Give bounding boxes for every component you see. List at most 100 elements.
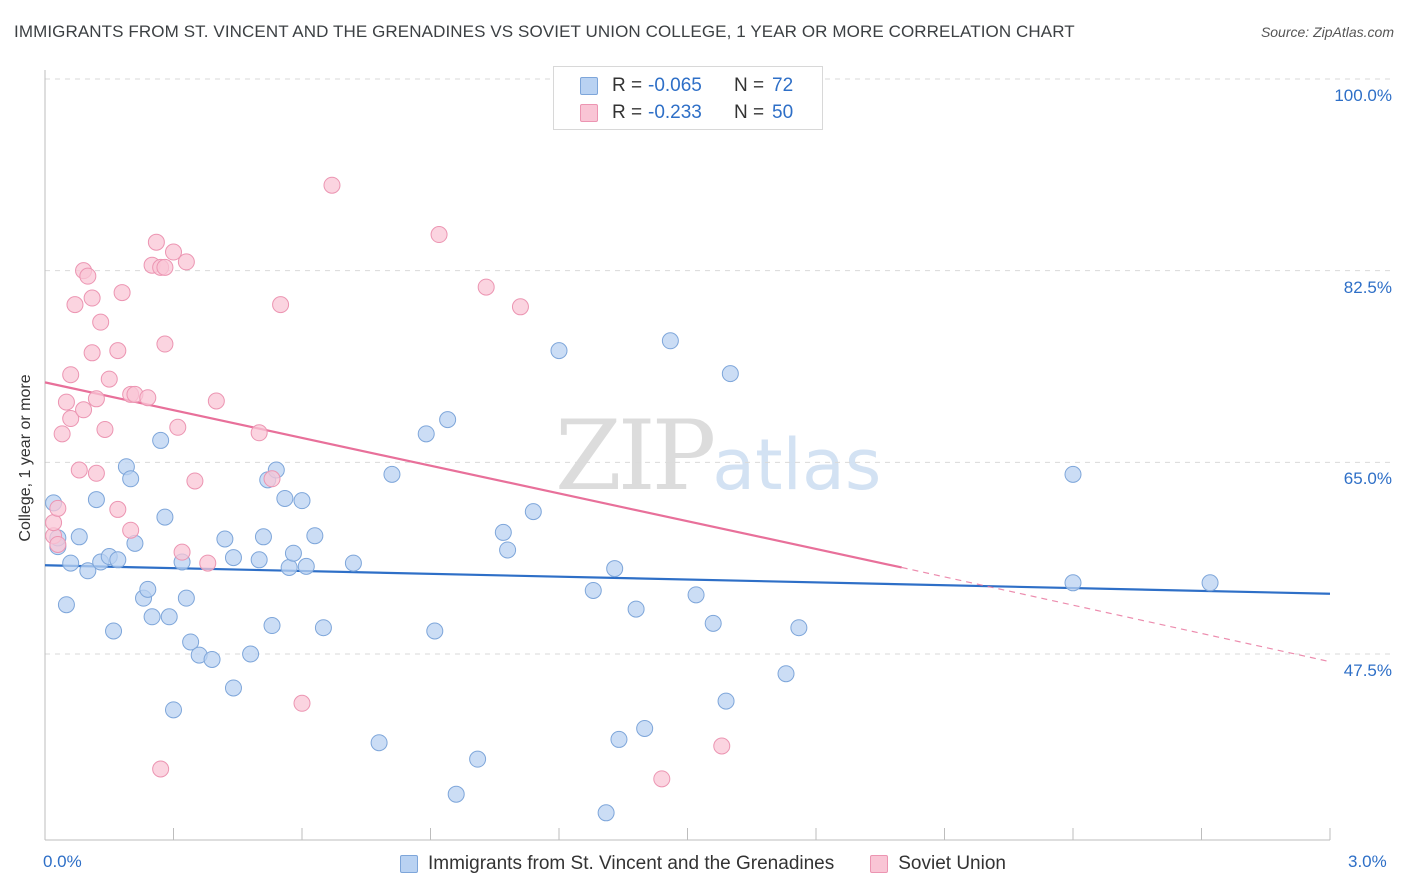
data-point [70,528,88,546]
legend-item-series2[interactable]: Soviet Union [870,853,1006,875]
data-point [550,342,568,360]
data-point [96,420,114,438]
data-point [494,523,512,541]
data-point [165,701,182,719]
data-point [314,619,332,637]
data-point [122,521,140,539]
data-point [293,492,311,510]
data-point [177,589,195,607]
data-point [62,366,80,384]
correlation-legend: R = -0.065 N = 72 R = -0.233 N = 50 [553,66,823,130]
data-point [147,233,165,251]
data-point [721,365,739,383]
data-point [790,619,808,637]
x-tick-label: 0.0% [43,852,82,871]
data-point [1064,574,1082,592]
data-point [62,410,80,428]
data-point [417,425,435,443]
data-point [152,431,170,449]
gridlines [45,78,1392,655]
data-point [606,560,624,578]
n-value: 72 [772,75,794,96]
data-point [83,289,101,307]
data-point [53,425,71,443]
data-point [499,541,517,559]
data-point [777,665,795,683]
data-point [524,503,542,521]
data-point [370,734,388,752]
trend-line-extension [901,566,1331,663]
source-credit: Source: ZipAtlas.com [1260,24,1394,40]
x-tick-label: 3.0% [1348,852,1387,871]
data-point [293,694,311,712]
data-point [182,633,200,651]
legend-item-series1[interactable]: Immigrants from St. Vincent and the Gren… [400,853,834,875]
data-point [306,527,324,545]
data-point [152,760,170,778]
n-value: 50 [772,102,794,123]
data-point [109,500,127,518]
data-point [57,596,75,614]
r-value: -0.233 [648,102,702,123]
data-point [653,770,671,788]
data-point [469,750,487,768]
data-point [165,243,182,261]
data-point [92,313,110,331]
data-point [430,226,448,244]
data-point [199,554,217,572]
data-point [284,544,302,562]
data-point [263,470,281,488]
data-point [426,622,444,640]
data-point [216,530,234,548]
data-point [280,558,298,576]
data-point [224,549,242,567]
data-point [250,424,268,442]
data-points [45,176,1219,822]
data-point [224,679,242,697]
data-point [383,465,401,483]
y-tick-label: 82.5% [1343,278,1392,297]
data-point [49,499,67,517]
data-point [79,267,97,285]
data-point [87,491,105,509]
data-point [143,608,161,626]
trend-line [44,564,1331,595]
trend-lines [44,381,1331,663]
legend-swatch [580,104,598,122]
data-point [687,586,705,604]
data-point [276,489,294,507]
y-tick-label: 100.0% [1334,86,1392,105]
data-point [83,344,101,362]
data-point [160,608,178,626]
y-tick-label: 65.0% [1343,469,1392,488]
legend-label: Soviet Union [898,853,1006,874]
data-point [177,253,195,271]
data-point [49,535,67,553]
data-point [717,692,735,710]
data-point [113,284,131,302]
data-point [186,472,204,490]
data-point [323,176,341,194]
data-point [597,804,615,822]
data-point [250,551,268,569]
data-point [203,650,221,668]
data-point [584,581,602,599]
r-value: -0.065 [648,75,702,96]
data-point [45,514,63,532]
data-point [254,528,272,546]
data-point [75,401,93,419]
data-point [105,622,123,640]
data-point [636,719,654,737]
legend-swatch [400,855,418,873]
data-point [1064,465,1082,483]
legend-label: Immigrants from St. Vincent and the Gren… [428,853,835,874]
data-point [87,390,105,408]
data-point [100,370,118,388]
data-point [713,737,731,755]
chart-title: IMMIGRANTS FROM ST. VINCENT AND THE GREN… [14,22,1075,41]
data-point [169,418,187,436]
data-point [272,296,290,314]
data-point [109,551,127,569]
r-label: R = [612,75,643,96]
